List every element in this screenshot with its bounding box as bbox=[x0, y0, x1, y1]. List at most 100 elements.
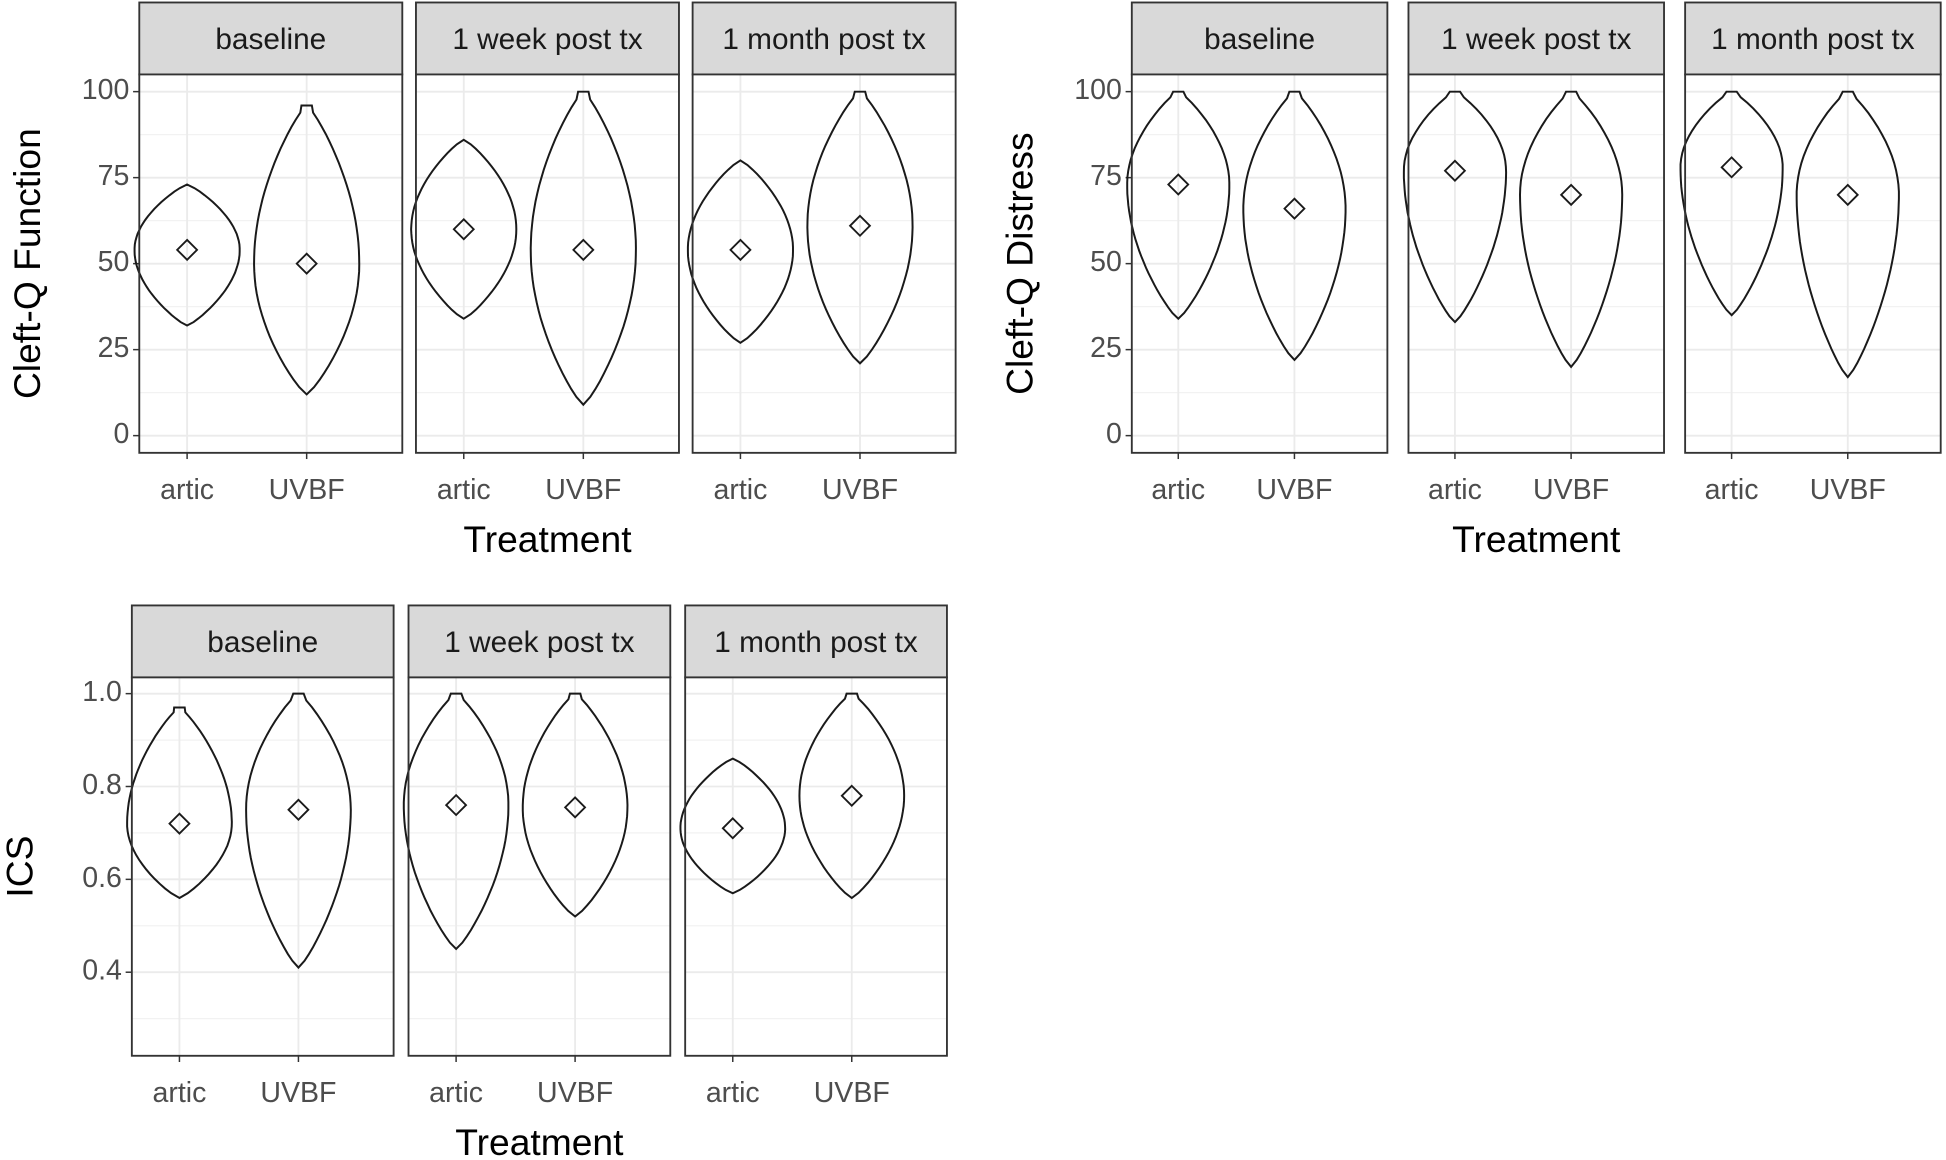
y-tick-label: 0.8 bbox=[82, 769, 122, 801]
x-tick-label: UVBF bbox=[1810, 474, 1886, 506]
violin bbox=[806, 90, 914, 365]
panel-border bbox=[130, 676, 395, 1057]
x-tick-label: artic bbox=[1151, 474, 1205, 506]
violin bbox=[686, 159, 794, 344]
strip bbox=[407, 604, 672, 679]
panel-border bbox=[1130, 73, 1389, 454]
violin bbox=[1242, 90, 1347, 362]
x-tick-label: UVBF bbox=[1533, 474, 1609, 506]
violin bbox=[1519, 90, 1624, 369]
violin bbox=[245, 692, 352, 970]
y-tick-label: 25 bbox=[1090, 332, 1122, 364]
strip bbox=[1130, 1, 1389, 76]
mean-marker bbox=[1167, 173, 1190, 196]
mean-marker bbox=[1836, 183, 1860, 207]
panel-border bbox=[407, 676, 672, 1057]
panel bbox=[685, 677, 947, 1056]
violin bbox=[1679, 90, 1784, 317]
x-tick-label: UVBF bbox=[814, 1077, 890, 1109]
panel-border bbox=[684, 676, 948, 1057]
panel-border bbox=[691, 73, 957, 454]
y-tick-label: 75 bbox=[98, 160, 130, 192]
panel bbox=[408, 677, 671, 1056]
x-tick-label: artic bbox=[437, 474, 491, 506]
panel bbox=[131, 677, 394, 1056]
y-tick-label: 50 bbox=[1090, 246, 1122, 278]
strip-label: 1 week post tx bbox=[444, 626, 634, 659]
strip-label: baseline bbox=[215, 23, 326, 56]
y-tick-label: 0 bbox=[1106, 418, 1122, 450]
strip-label: 1 month post tx bbox=[714, 626, 918, 659]
x-tick-label: artic bbox=[429, 1077, 483, 1109]
mean-marker bbox=[452, 217, 476, 241]
x-tick-label: UVBF bbox=[822, 474, 898, 506]
mean-marker bbox=[572, 238, 595, 262]
strip bbox=[415, 1, 680, 76]
violin bbox=[253, 104, 361, 396]
y-tick-label: 50 bbox=[98, 246, 130, 278]
violin bbox=[410, 138, 518, 320]
mean-marker bbox=[1720, 156, 1743, 179]
x-tick-label: artic bbox=[160, 474, 214, 506]
strip-label: 1 month post tx bbox=[722, 23, 926, 56]
panel-border bbox=[1684, 73, 1942, 454]
violin bbox=[126, 706, 233, 900]
x-tick-label: UVBF bbox=[1256, 474, 1332, 506]
y-axis-title: Cleft-Q Function bbox=[6, 128, 48, 399]
y-tick-label: 100 bbox=[82, 74, 130, 106]
mean-marker bbox=[1283, 197, 1306, 220]
strip bbox=[138, 1, 404, 76]
strip-label: baseline bbox=[207, 626, 318, 659]
panel-border bbox=[1407, 73, 1665, 454]
strip bbox=[691, 1, 957, 76]
mean-marker bbox=[729, 238, 752, 262]
x-tick-label: artic bbox=[1705, 474, 1759, 506]
mean-marker bbox=[563, 796, 587, 819]
x-tick-label: UVBF bbox=[269, 474, 345, 506]
x-tick-label: artic bbox=[1428, 474, 1482, 506]
violin bbox=[798, 692, 906, 900]
mean-marker bbox=[848, 214, 872, 238]
y-axis-title: ICS bbox=[0, 836, 40, 898]
x-tick-label: artic bbox=[706, 1077, 760, 1109]
x-tick-label: UVBF bbox=[545, 474, 621, 506]
panel-border bbox=[415, 73, 680, 454]
mean-marker bbox=[168, 812, 191, 835]
violin bbox=[1126, 90, 1231, 321]
x-tick-label: UVBF bbox=[537, 1077, 613, 1109]
y-tick-label: 75 bbox=[1090, 160, 1122, 192]
strip-label: 1 week post tx bbox=[452, 23, 642, 56]
mean-marker bbox=[175, 238, 199, 262]
x-tick-label: artic bbox=[713, 474, 767, 506]
mean-marker bbox=[295, 252, 318, 275]
mean-marker bbox=[840, 784, 863, 808]
violin bbox=[1402, 90, 1508, 324]
mean-marker bbox=[721, 817, 745, 840]
strip-label: 1 week post tx bbox=[1441, 23, 1631, 56]
violin bbox=[1795, 90, 1900, 379]
y-tick-label: 0.6 bbox=[82, 862, 122, 894]
violin bbox=[402, 692, 510, 951]
x-axis-title: Treatment bbox=[463, 518, 632, 560]
panel-border bbox=[138, 73, 404, 454]
x-tick-label: UVBF bbox=[260, 1077, 336, 1109]
strip-label: 1 month post tx bbox=[1711, 23, 1915, 56]
y-tick-label: 1.0 bbox=[82, 676, 122, 708]
x-axis-title: Treatment bbox=[1452, 518, 1621, 560]
mean-marker bbox=[1443, 159, 1467, 182]
strip bbox=[1684, 1, 1942, 76]
mean-marker bbox=[1559, 183, 1583, 207]
violin bbox=[529, 90, 637, 407]
violin bbox=[133, 183, 241, 327]
x-axis-title: Treatment bbox=[455, 1121, 624, 1160]
y-axis-title: Cleft-Q Distress bbox=[998, 132, 1040, 395]
strip-label: baseline bbox=[1204, 23, 1315, 56]
mean-marker bbox=[444, 793, 468, 817]
y-tick-label: 0 bbox=[114, 418, 130, 450]
y-tick-label: 0.4 bbox=[82, 955, 122, 987]
x-tick-label: artic bbox=[153, 1077, 207, 1109]
mean-marker bbox=[287, 798, 310, 821]
y-tick-label: 25 bbox=[98, 332, 130, 364]
strip bbox=[1407, 1, 1665, 76]
